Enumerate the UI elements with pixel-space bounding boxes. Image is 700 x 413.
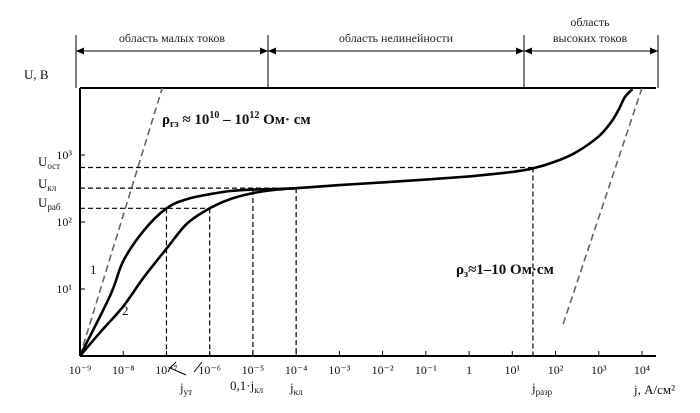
region-label-high-current-line1: область (570, 15, 610, 29)
curves (78, 88, 634, 357)
y-tick-label: 10³ (56, 148, 72, 162)
region-label-nonlinear: область нелинейности (339, 31, 454, 45)
region-arrow (268, 47, 276, 55)
x-tick-label: 10⁻¹ (415, 363, 437, 377)
x-tick-label: 1 (466, 363, 472, 377)
marker-label-j-kl: jкл (289, 380, 303, 397)
y-axis-label: U, В (24, 67, 49, 82)
curve-1 (78, 88, 634, 357)
x-tick-label: 10⁻⁵ (242, 363, 265, 377)
x-axis-label: j, А/см² (633, 382, 675, 397)
annotation-rho-z: ρз≈1–10 Ом·см (456, 262, 554, 280)
x-tick-label: 10⁻⁴ (285, 363, 308, 377)
x-ticks: 10⁻⁹ 10⁻⁸ 10⁻⁷ 10⁻⁶ 10⁻⁵ 10⁻⁴ 10⁻³ 10⁻² 10⁻¹ 1 10¹… (69, 351, 650, 377)
region-arrow (516, 47, 524, 55)
x-tick-label: 10⁻⁶ (198, 363, 221, 377)
reference-dashes (80, 166, 534, 356)
x-tick-label: 10⁻² (372, 363, 394, 377)
curve-label-2: 2 (122, 303, 129, 318)
y-tick-label: 10² (56, 215, 72, 229)
curve-2 (79, 186, 297, 357)
slope-line-1 (79, 87, 164, 357)
ref-label-u-kl: Uкл (38, 176, 57, 193)
region-label-high-current-line2: высоких токов (553, 31, 628, 45)
x-tick-label: 10⁴ (634, 363, 650, 377)
x-tick-label: 10¹ (505, 363, 521, 377)
x-tick-label: 10⁻⁹ (69, 363, 92, 377)
annotation-rho-gz: ρгз ≈ 1010 – 1012 Ом· см (162, 110, 311, 130)
x-tick-label: 10⁻³ (328, 363, 350, 377)
x-tick-label: 10² (548, 363, 564, 377)
x-tick-label: 10³ (591, 363, 607, 377)
marker-j-ut-pointer (167, 361, 203, 376)
marker-label-j-ut: jут (179, 380, 192, 397)
y-ticks: 10¹ 10² 10³ (56, 148, 85, 296)
slope-lines (79, 87, 643, 357)
region-label-low-current: область малых токов (119, 31, 225, 45)
marker-label-j-razr: jразр (531, 380, 553, 397)
region-bar: область малых токов область нелинейности… (75, 15, 659, 88)
curve-label-1: 1 (90, 262, 97, 277)
region-arrow (260, 47, 268, 55)
region-arrow (76, 47, 84, 55)
region-arrow (524, 47, 532, 55)
y-tick-label: 10¹ (56, 282, 72, 296)
ref-label-u-rab: Uраб (38, 195, 61, 212)
x-tick-label: 10⁻⁸ (112, 363, 135, 377)
region-arrow (650, 47, 658, 55)
marker-label-0.1-j-kl: 0,1·jкл (230, 378, 264, 395)
slope-line-2 (562, 87, 643, 325)
